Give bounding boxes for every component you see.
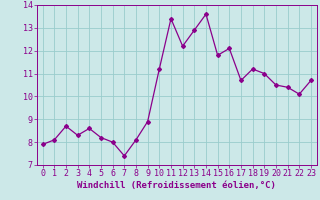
X-axis label: Windchill (Refroidissement éolien,°C): Windchill (Refroidissement éolien,°C) (77, 181, 276, 190)
